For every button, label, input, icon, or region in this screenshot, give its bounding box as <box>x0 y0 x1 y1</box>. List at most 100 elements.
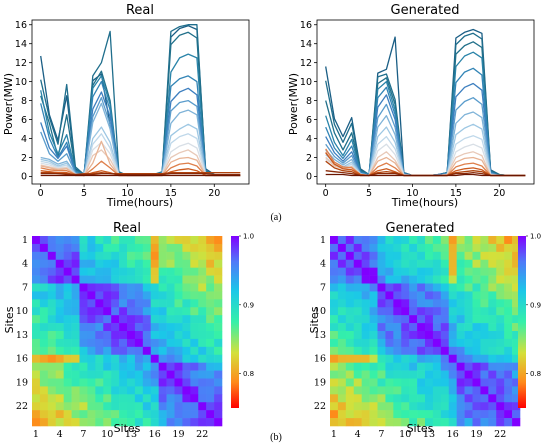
heatmap-cell <box>166 410 175 419</box>
heatmap-cell <box>480 386 489 395</box>
heatmap-cell <box>409 386 418 395</box>
heatmap-cell <box>488 243 497 253</box>
heatmap-cell <box>504 236 513 245</box>
heatmap-cell <box>440 338 450 348</box>
heatmap-cell <box>150 259 159 268</box>
heatmap-cell <box>472 291 481 300</box>
heatmap-cell <box>409 338 418 348</box>
heatmap-cell <box>127 315 136 324</box>
heatmap-cell <box>425 315 434 324</box>
heatmap-cell <box>417 338 426 348</box>
heatmap-cell <box>150 243 159 253</box>
heatmap-cell <box>401 259 410 268</box>
heatmap-cell <box>432 418 442 427</box>
heatmap-cell <box>71 283 80 292</box>
heatmap-cell <box>127 299 136 308</box>
heatmap-cell <box>158 410 167 419</box>
heatmap-cell <box>174 259 183 268</box>
heatmap-cell <box>432 331 442 340</box>
heatmap-cell <box>377 275 386 284</box>
heatmap-cell <box>182 418 191 427</box>
heatmap-cell <box>111 291 120 300</box>
y-tick-label: 16 <box>15 20 27 31</box>
heatmap-cell <box>456 354 465 363</box>
heatmap-cell <box>480 346 489 356</box>
heatmap-cell <box>361 386 370 395</box>
heatmap-cell <box>425 370 434 379</box>
heatmap-cell <box>150 291 159 300</box>
heatmap-cell <box>504 331 513 340</box>
heatmap-cell <box>337 236 347 245</box>
heatmap-cell <box>182 315 191 324</box>
heatmap-cell <box>158 315 167 324</box>
heatmap-cell <box>214 331 223 340</box>
heatmap-cell <box>103 291 112 300</box>
heatmap-cell <box>496 283 505 292</box>
heatmap-cell <box>166 299 175 308</box>
heatmap-cell <box>393 410 402 419</box>
heatmap-cell <box>47 291 57 300</box>
heatmap-cell <box>111 378 120 387</box>
heatmap-cell <box>456 370 465 379</box>
series-line <box>40 172 241 176</box>
heatmap-cell <box>432 410 442 419</box>
heatmap-cell <box>425 275 434 284</box>
heatmap-cell <box>32 236 41 245</box>
heatmap-cell <box>440 299 450 308</box>
heatmap-cell <box>142 346 152 356</box>
heatmap-cell <box>337 331 347 340</box>
heatmap-cell <box>150 283 159 292</box>
heatmap-cell <box>448 394 457 403</box>
heatmap-cell <box>87 251 96 261</box>
heatmap-cell <box>353 259 362 268</box>
heatmap-cell <box>425 346 434 356</box>
heatmap-cell <box>47 299 57 308</box>
heatmap-cell <box>32 386 41 395</box>
heatmap-cell <box>385 291 394 300</box>
heatmap-cell <box>158 299 167 308</box>
heatmap-cell <box>385 315 394 324</box>
heatmap-cell <box>377 362 386 371</box>
heatmap-cell <box>95 370 104 379</box>
heatmap-cell <box>330 291 339 300</box>
heatmap-cell <box>47 259 57 268</box>
heatmap-cell <box>448 299 457 308</box>
heatmap-cell <box>401 402 410 411</box>
heatmap-cell <box>127 346 136 356</box>
y-tick-label: 2 <box>306 153 312 164</box>
heatmap-cell <box>198 338 207 348</box>
heatmap-cell <box>111 402 120 411</box>
heatmap-cell <box>71 307 80 316</box>
heatmap-cell <box>71 402 80 411</box>
heatmap-cell <box>393 236 402 245</box>
heatmap-cell <box>158 259 167 268</box>
heatmap-cell <box>55 338 64 348</box>
heatmap-cell <box>456 315 465 324</box>
heatmap-cell <box>361 243 370 253</box>
heatmap-cell <box>134 291 144 300</box>
heatmap-cell <box>79 331 88 340</box>
heatmap-cell <box>119 386 128 395</box>
heatmap-cell <box>512 362 521 371</box>
heatmap-cell <box>409 354 418 363</box>
heatmap-cell <box>393 362 402 371</box>
heatmap-cell <box>32 394 41 403</box>
heatmap-cell <box>512 386 521 395</box>
heatmap-cell <box>432 251 442 261</box>
heatmap-cell <box>401 394 410 403</box>
heatmap-cell <box>87 259 96 268</box>
heatmap-cell <box>504 291 513 300</box>
heatmap-cell <box>119 370 128 379</box>
y-tick-label: 8 <box>21 96 27 107</box>
heatmap-cell <box>464 418 473 427</box>
heatmap-cell <box>47 338 57 348</box>
heatmap-cell <box>214 394 223 403</box>
heatmap-cell <box>158 402 167 411</box>
heatmap-cell <box>385 323 394 332</box>
heatmap-cell <box>393 251 402 261</box>
heatmap-cell <box>456 338 465 348</box>
heatmap-cell <box>166 283 175 292</box>
heatmap-cell <box>432 378 442 387</box>
heatmap-cell <box>39 299 49 308</box>
heatmap-cell <box>417 291 426 300</box>
